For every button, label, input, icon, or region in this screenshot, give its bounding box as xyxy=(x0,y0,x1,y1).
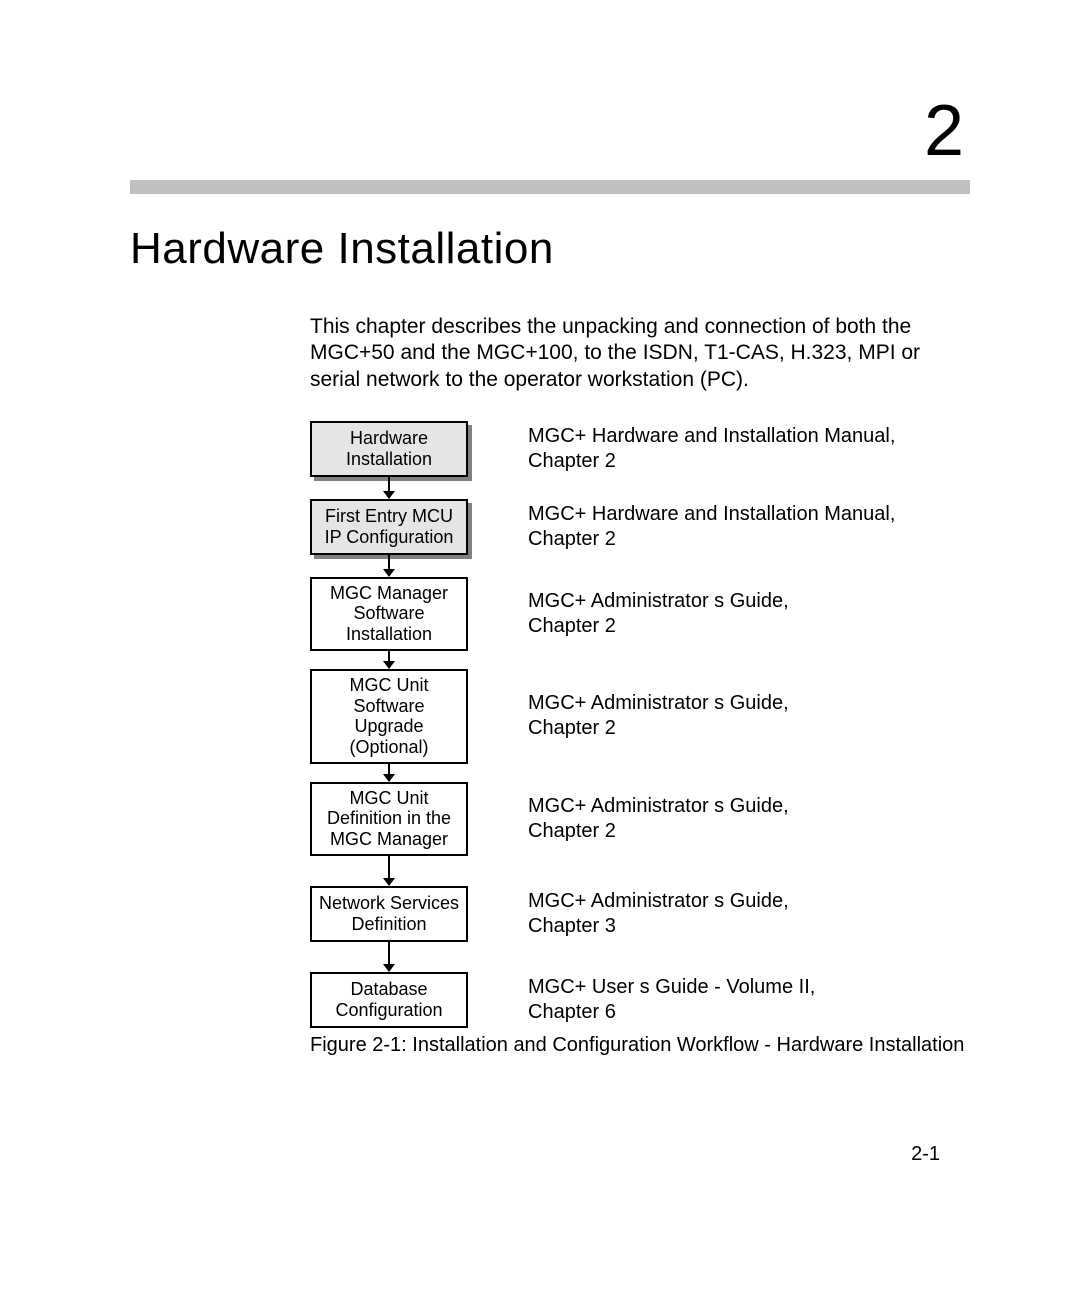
desc-line: Chapter 6 xyxy=(528,1001,616,1023)
flow-row: Network Services Definition MGC+ Adminis… xyxy=(310,886,970,942)
flow-node-desc: MGC+ Hardware and Installation Manual, C… xyxy=(528,502,895,552)
flow-row: MGC Unit Software Upgrade (Optional) MGC… xyxy=(310,669,970,764)
flow-node-desc: MGC+ Administrator s Guide, Chapter 3 xyxy=(528,889,789,939)
flow-node-label: Upgrade xyxy=(354,716,423,737)
flow-node-mgc-unit-upgrade: MGC Unit Software Upgrade (Optional) xyxy=(310,669,468,764)
flow-arrow xyxy=(310,856,468,886)
desc-line: Chapter 2 xyxy=(528,820,616,842)
flow-node-desc: MGC+ Hardware and Installation Manual, C… xyxy=(528,424,895,474)
flow-node-label: Installation xyxy=(346,624,432,645)
flow-arrow xyxy=(310,477,468,499)
desc-line: Chapter 2 xyxy=(528,717,616,739)
desc-line: MGC+ Administrator s Guide, xyxy=(528,692,789,714)
desc-line: MGC+ Administrator s Guide, xyxy=(528,795,789,817)
flow-arrow xyxy=(310,764,468,782)
flow-node-label: Database xyxy=(350,979,427,1000)
flow-node-hardware-installation: Hardware Installation xyxy=(310,421,468,477)
workflow-flowchart: Hardware Installation MGC+ Hardware and … xyxy=(310,421,970,1028)
flow-node-desc: MGC+ Administrator s Guide, Chapter 2 xyxy=(528,589,789,639)
desc-line: MGC+ User s Guide - Volume II, xyxy=(528,976,815,998)
desc-line: MGC+ Hardware and Installation Manual, xyxy=(528,425,895,447)
flow-node-database-config: Database Configuration xyxy=(310,972,468,1028)
flow-node-label: Configuration xyxy=(335,1000,442,1021)
chapter-divider xyxy=(130,180,970,194)
figure-caption: Figure 2-1: Installation and Configurati… xyxy=(310,1034,970,1057)
flow-node-first-entry-mcu: First Entry MCU IP Configuration xyxy=(310,499,468,555)
flow-row: Hardware Installation MGC+ Hardware and … xyxy=(310,421,970,477)
flow-node-desc: MGC+ User s Guide - Volume II, Chapter 6 xyxy=(528,975,815,1025)
flow-node-desc: MGC+ Administrator s Guide, Chapter 2 xyxy=(528,691,789,741)
flow-node-label: MGC Manager xyxy=(330,583,448,604)
desc-line: MGC+ Administrator s Guide, xyxy=(528,590,789,612)
desc-line: Chapter 2 xyxy=(528,528,616,550)
desc-line: MGC+ Hardware and Installation Manual, xyxy=(528,503,895,525)
flow-node-label: Network Services xyxy=(319,893,459,914)
desc-line: MGC+ Administrator s Guide, xyxy=(528,890,789,912)
flow-arrow xyxy=(310,651,468,669)
flow-node-label: Software xyxy=(353,696,424,717)
flow-node-label: Definition xyxy=(351,914,426,935)
flow-row: First Entry MCU IP Configuration MGC+ Ha… xyxy=(310,499,970,555)
page: 2 Hardware Installation This chapter des… xyxy=(0,0,1080,1306)
flow-node-label: Definition in the xyxy=(327,808,451,829)
flow-node-label: Hardware xyxy=(350,428,428,449)
flow-node-label: IP Configuration xyxy=(325,527,454,548)
flow-row: MGC Unit Definition in the MGC Manager M… xyxy=(310,782,970,856)
page-number: 2-1 xyxy=(911,1143,940,1166)
flow-node-mgc-manager-install: MGC Manager Software Installation xyxy=(310,577,468,651)
flow-arrow xyxy=(310,555,468,577)
desc-line: Chapter 2 xyxy=(528,450,616,472)
flow-row: Database Configuration MGC+ User s Guide… xyxy=(310,972,970,1028)
flow-node-label: (Optional) xyxy=(349,737,428,758)
desc-line: Chapter 3 xyxy=(528,915,616,937)
flow-arrow xyxy=(310,942,468,972)
desc-line: Chapter 2 xyxy=(528,615,616,637)
flow-row: MGC Manager Software Installation MGC+ A… xyxy=(310,577,970,651)
intro-paragraph: This chapter describes the unpacking and… xyxy=(310,314,970,393)
chapter-number: 2 xyxy=(130,90,970,172)
flow-node-network-services: Network Services Definition xyxy=(310,886,468,942)
flow-node-label: Installation xyxy=(346,449,432,470)
flow-node-label: MGC Manager xyxy=(330,829,448,850)
flow-node-label: MGC Unit xyxy=(349,675,428,696)
flow-node-label: First Entry MCU xyxy=(325,506,453,527)
flow-node-label: MGC Unit xyxy=(349,788,428,809)
flow-node-label: Software xyxy=(353,603,424,624)
flow-node-desc: MGC+ Administrator s Guide, Chapter 2 xyxy=(528,794,789,844)
flow-node-mgc-unit-definition: MGC Unit Definition in the MGC Manager xyxy=(310,782,468,856)
chapter-title: Hardware Installation xyxy=(130,224,970,274)
